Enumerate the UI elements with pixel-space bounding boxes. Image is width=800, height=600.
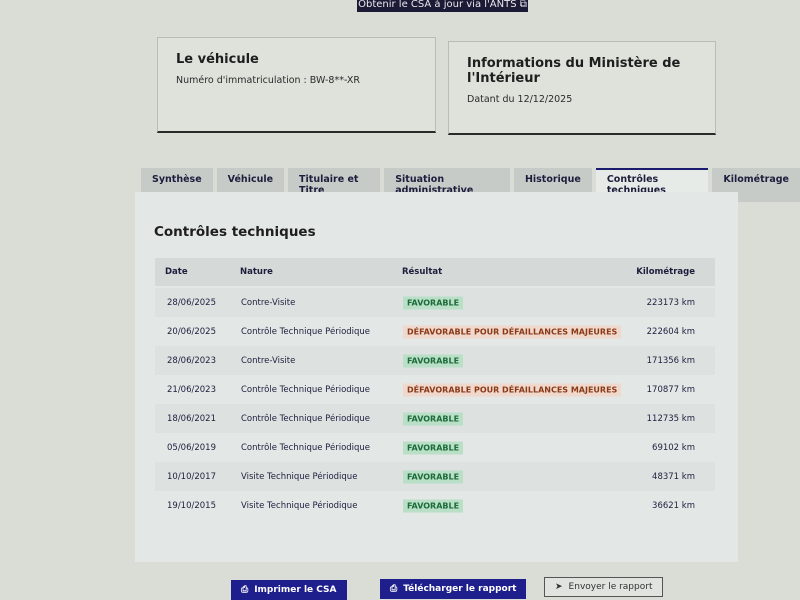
cell-date: 28/06/2025: [167, 297, 216, 308]
cell-result: FAVORABLE: [403, 441, 464, 454]
cell-date: 19/10/2015: [167, 500, 216, 511]
download-report-label: Télécharger le rapport: [403, 584, 517, 594]
cell-nature: Contrôle Technique Périodique: [241, 442, 371, 453]
cell-nature: Contre-Visite: [241, 355, 296, 366]
cell-date: 05/06/2019: [167, 442, 216, 453]
header-result: Résultat: [402, 267, 443, 277]
ministry-card: Informations du Ministère de l'Intérieur…: [448, 41, 716, 135]
cell-date: 28/06/2023: [167, 355, 216, 366]
cell-result: FAVORABLE: [403, 354, 464, 367]
table-row: 21/06/2023 Contrôle Technique Périodique D…: [155, 375, 715, 404]
cell-nature: Contrôle Technique Périodique: [241, 413, 371, 424]
print-csa-label: Imprimer le CSA: [254, 585, 337, 595]
cell-km: 222604 km: [646, 326, 695, 337]
get-csa-ants-button[interactable]: Obtenir le CSA à jour via l'ANTS ⧉: [357, 0, 528, 12]
registration-number: Numéro d'immatriculation : BW-8**-XR: [176, 75, 361, 86]
cell-result: FAVORABLE: [403, 470, 464, 483]
send-report-label: Envoyer le rapport: [568, 582, 653, 592]
section-title: Contrôles techniques: [154, 224, 316, 240]
cell-result: FAVORABLE: [403, 412, 464, 425]
print-icon: ⎙: [241, 585, 249, 595]
cell-nature: Visite Technique Périodique: [241, 471, 358, 482]
tab-kilometrage[interactable]: Kilométrage: [712, 168, 800, 202]
controles-panel: Contrôles techniques Date Nature Résulta…: [135, 192, 738, 562]
vehicle-card-title: Le véhicule: [176, 52, 259, 67]
table-row: 19/10/2015 Visite Technique Périodique FAV…: [155, 491, 715, 520]
ministry-card-title: Informations du Ministère de l'Intérieur: [467, 56, 681, 86]
vehicle-card: Le véhicule Numéro d'immatriculation : B…: [157, 37, 436, 133]
table-row: 18/06/2021 Contrôle Technique Périodique F…: [155, 404, 715, 433]
cell-date: 18/06/2021: [167, 413, 216, 424]
cell-km: 170877 km: [646, 384, 695, 395]
header-nature: Nature: [240, 267, 273, 277]
cell-km: 69102 km: [652, 442, 695, 453]
cell-date: 20/06/2025: [167, 326, 216, 337]
cell-nature: Contrôle Technique Périodique: [241, 384, 371, 395]
cell-nature: Visite Technique Périodique: [241, 500, 358, 511]
cell-km: 48371 km: [652, 471, 695, 482]
cell-km: 171356 km: [646, 355, 695, 366]
cell-km: 112735 km: [646, 413, 695, 424]
table-row: 28/06/2025 Contre-Visite FAVORABLE 223173 k…: [155, 288, 715, 317]
print-csa-button[interactable]: ⎙ Imprimer le CSA: [231, 580, 347, 600]
get-csa-ants-label: Obtenir le CSA à jour via l'ANTS: [358, 0, 517, 10]
download-icon: ⎙: [390, 584, 398, 594]
cell-nature: Contre-Visite: [241, 297, 296, 308]
table-row: 10/10/2017 Visite Technique Périodique FAV…: [155, 462, 715, 491]
cell-km: 36621 km: [652, 500, 695, 511]
header-date: Date: [165, 267, 188, 277]
table-header: Date Nature Résultat Kilométrage: [155, 258, 715, 286]
send-icon: ➤: [555, 582, 563, 592]
header-km: Kilométrage: [636, 267, 695, 277]
cell-result: DÉFAVORABLE POUR DÉFAILLANCES MAJEURES: [403, 383, 622, 396]
table-row: 28/06/2023 Contre-Visite FAVORABLE 171356 k…: [155, 346, 715, 375]
cell-km: 223173 km: [646, 297, 695, 308]
cell-result: FAVORABLE: [403, 499, 464, 512]
table-row: 20/06/2025 Contrôle Technique Périodique D…: [155, 317, 715, 346]
cell-nature: Contrôle Technique Périodique: [241, 326, 371, 337]
cell-date: 21/06/2023: [167, 384, 216, 395]
send-report-button[interactable]: ➤ Envoyer le rapport: [544, 577, 664, 597]
ministry-date: Datant du 12/12/2025: [467, 94, 573, 105]
cell-result: FAVORABLE: [403, 296, 464, 309]
cell-date: 10/10/2017: [167, 471, 216, 482]
table-row: 05/06/2019 Contrôle Technique Périodique F…: [155, 433, 715, 462]
external-link-icon: ⧉: [519, 0, 527, 10]
download-report-button[interactable]: ⎙ Télécharger le rapport: [380, 579, 527, 599]
cell-result: DÉFAVORABLE POUR DÉFAILLANCES MAJEURES: [403, 325, 622, 338]
